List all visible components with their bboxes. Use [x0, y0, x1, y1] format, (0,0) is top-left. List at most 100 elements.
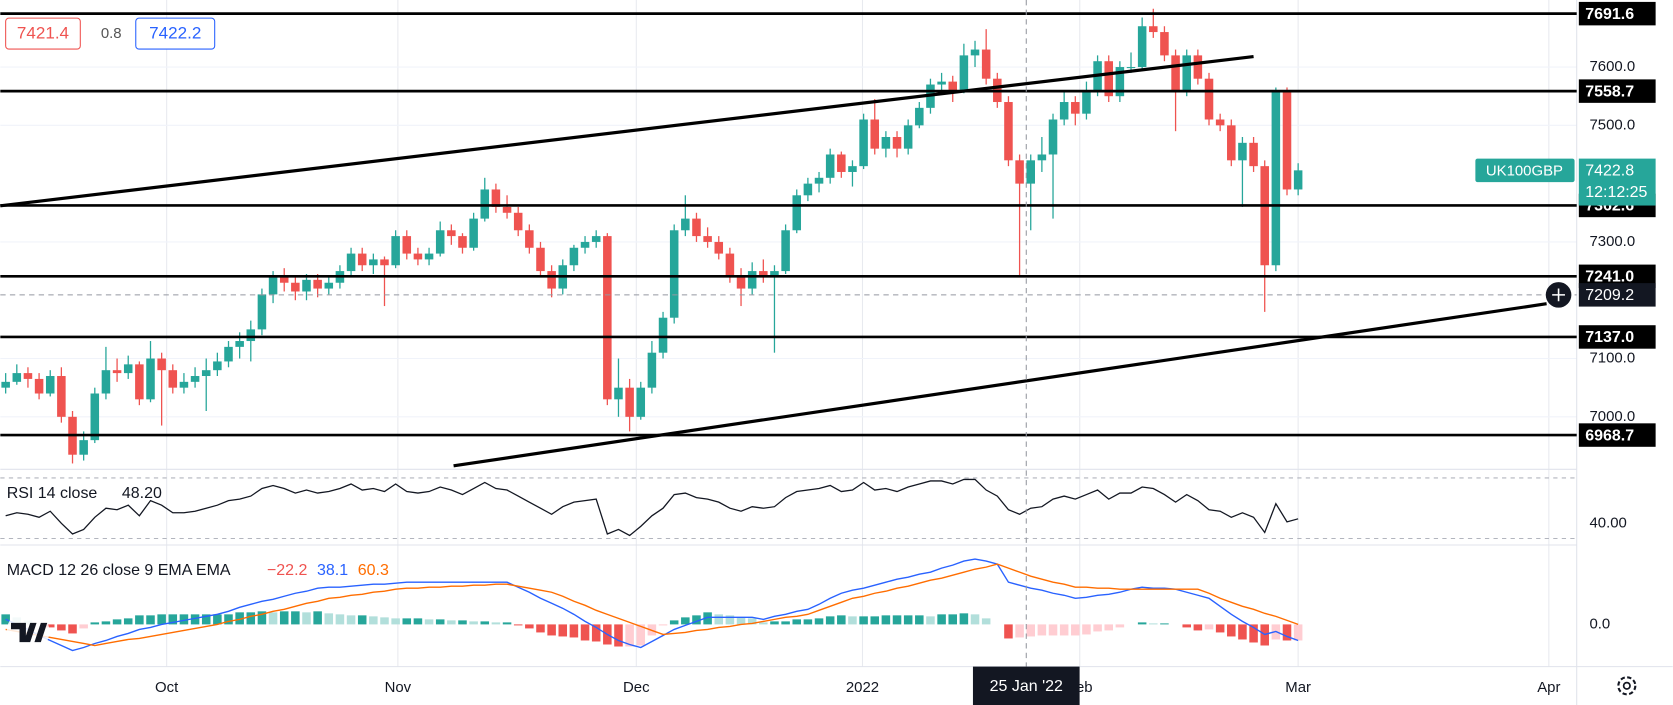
macd-histogram-bar: [1227, 624, 1236, 637]
rsi-line: [5, 478, 1299, 537]
level-label: 7558.7: [1585, 83, 1634, 100]
candle-body: [179, 381, 189, 388]
candle-body: [825, 154, 835, 178]
candle-body: [391, 236, 400, 266]
macd-histogram-bar: [302, 612, 311, 625]
macd-histogram-bar: [725, 615, 735, 625]
macd-histogram-bar: [1115, 624, 1125, 628]
candle-body: [1015, 160, 1024, 184]
candle-body: [781, 230, 790, 272]
candle-body: [625, 387, 634, 417]
macd-histogram-bar: [636, 624, 646, 646]
macd-histogram-bar: [79, 624, 88, 629]
bid-box[interactable]: [5, 17, 81, 50]
candle-body: [480, 189, 490, 219]
macd-line: [5, 558, 1299, 652]
candle-body: [1282, 90, 1292, 190]
macd-histogram-bar: [447, 620, 456, 625]
candle-body: [502, 206, 512, 213]
candle-body: [302, 279, 311, 292]
candle-body: [547, 271, 556, 289]
candle-body: [1182, 55, 1191, 91]
macd-histogram-bar: [1160, 623, 1169, 625]
macd-histogram-bar: [402, 618, 412, 625]
macd-histogram-bar: [903, 615, 913, 625]
candle-body: [369, 259, 378, 266]
candle-body: [614, 387, 623, 400]
candle-body: [380, 259, 389, 266]
macd-histogram-bar: [569, 624, 579, 638]
macd-histogram-bar: [335, 614, 345, 625]
candle-body: [1, 381, 10, 388]
candle-body: [168, 370, 178, 388]
macd-histogram-bar: [892, 615, 902, 625]
macd-histogram-bar: [1215, 624, 1225, 633]
macd-histogram-bar: [1015, 624, 1024, 638]
symbol-label-box: [1475, 158, 1575, 183]
macd-histogram-bar: [525, 624, 534, 629]
candle-body: [603, 236, 612, 400]
macd-histogram-bar: [1182, 624, 1191, 628]
macd-histogram-bar: [380, 617, 389, 625]
candle-body: [90, 393, 100, 441]
trend-line: [0, 54, 1254, 208]
gear-inner: [1622, 681, 1631, 690]
candle-body: [725, 253, 735, 277]
y-tick-label: 7500.0: [1589, 116, 1635, 133]
macd-histogram-bar: [213, 614, 222, 625]
macd-histogram-bar: [792, 619, 802, 625]
macd-histogram-bar: [1193, 624, 1203, 631]
macd-histogram-bar: [1249, 624, 1258, 643]
y-tick-label: 7000.0: [1589, 408, 1635, 425]
macd-histogram-bar: [714, 614, 724, 625]
crosshair-price-box: [1578, 283, 1656, 307]
macd-histogram-bar: [1282, 624, 1292, 641]
candle-body: [736, 276, 746, 289]
macd-histogram-bar: [157, 614, 166, 625]
candle-body: [313, 279, 322, 289]
candle-body: [1115, 67, 1125, 97]
settings-icon[interactable]: [1617, 676, 1637, 696]
level-label: 7691.6: [1585, 6, 1634, 23]
candle-body: [235, 341, 244, 347]
candle-body: [491, 189, 501, 207]
candle-body: [123, 364, 133, 374]
countdown: 12:12:25: [1585, 184, 1647, 201]
x-tick-label: Dec: [623, 679, 650, 696]
macd-histogram-bar: [513, 624, 523, 626]
candle-body: [647, 352, 657, 388]
candle-body: [580, 241, 590, 248]
level-label-box: [1578, 423, 1656, 447]
y-tick-label: 7300.0: [1589, 233, 1635, 250]
candle-body: [213, 361, 222, 371]
candle-body: [357, 253, 367, 266]
candle-body: [402, 236, 412, 254]
crosshair-time-box: [972, 666, 1080, 705]
macd-histogram-bar: [547, 624, 556, 636]
spread: 0.8: [101, 25, 122, 42]
candle-body: [1048, 119, 1058, 155]
candle-body: [268, 276, 278, 295]
macd-legend-value: 60.3: [358, 562, 389, 579]
macd-histogram-bar: [268, 612, 278, 625]
logo-mark: [10, 622, 48, 643]
macd-histogram-bar: [346, 615, 356, 625]
candle-body: [447, 230, 456, 237]
candle-body: [112, 370, 122, 374]
macd-histogram-bar: [669, 620, 679, 625]
ask-box[interactable]: [135, 17, 216, 50]
candle-body: [246, 329, 256, 342]
macd-histogram-bar: [1137, 622, 1147, 625]
candle-body: [101, 370, 111, 394]
macd-histogram-bar: [101, 621, 111, 625]
candle-body: [1037, 154, 1047, 161]
candle-body: [224, 346, 233, 362]
level-label-box: [1578, 264, 1656, 289]
macd-legend-value: −22.2: [267, 562, 308, 579]
macd-histogram-bar: [369, 616, 378, 625]
level-label: 7241.0: [1585, 269, 1634, 286]
macd-histogram-bar: [781, 621, 790, 625]
candle-body: [135, 364, 144, 400]
